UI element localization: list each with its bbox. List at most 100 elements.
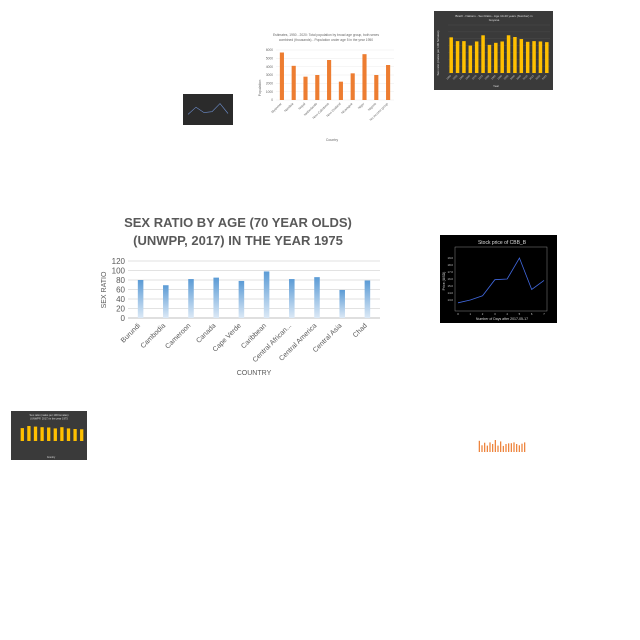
y-tick-label: 4000	[266, 65, 273, 69]
x-tick-label: 2005	[516, 74, 522, 80]
bar	[303, 76, 308, 100]
bar	[462, 41, 466, 73]
x-tick-label: 2	[482, 312, 484, 316]
chart-sex-ratio-guyana: Brazil - Nations - Sex Ratio - Age 10-40…	[434, 11, 553, 90]
bar	[513, 37, 517, 73]
bar	[315, 75, 320, 100]
y-axis-label: Population	[258, 80, 262, 97]
bar	[279, 52, 284, 100]
bar	[513, 442, 515, 452]
x-tick-label: Niger	[357, 101, 366, 110]
y-axis-label: SEX RATIO	[101, 271, 108, 308]
bar	[374, 75, 379, 100]
bar	[486, 445, 488, 452]
x-tick-label: Nigeria	[367, 102, 377, 112]
bar	[508, 443, 510, 452]
x-tick-label: 2010	[522, 74, 528, 80]
bar	[481, 35, 485, 73]
bar	[80, 429, 84, 441]
bar	[455, 41, 460, 73]
x-tick-label: Nicaragua	[340, 102, 353, 115]
bar	[314, 277, 320, 318]
bar	[518, 445, 520, 452]
x-tick-label: 5	[519, 312, 521, 316]
y-tick-label: 14.0	[448, 291, 454, 295]
bar	[502, 445, 504, 452]
y-tick-label: 16.0	[448, 277, 454, 281]
x-tick-label: 1965	[465, 74, 471, 80]
bar	[213, 277, 219, 318]
bar	[506, 35, 511, 73]
chart-sex-ratio-70-svg: SEX RATIO BY AGE (70 YEAR OLDS) (UNWPP, …	[101, 215, 380, 377]
x-tick-label: Namibia	[283, 102, 294, 113]
bar	[545, 42, 549, 73]
x-tick-label: 2000	[510, 74, 516, 80]
bar	[484, 442, 486, 452]
chart-population-under5: Estimates, 1950 - 2020: Total population…	[256, 28, 396, 148]
bar	[521, 443, 523, 452]
x-tick-label: Burundi	[120, 322, 142, 344]
chart-title-line2: combined (thousands) - Population under …	[279, 38, 373, 42]
chart-stock-price-svg: Stock price of CBB_B Price (USD) Number …	[440, 235, 557, 323]
bar	[33, 426, 38, 441]
bar	[492, 444, 494, 452]
bar	[494, 440, 496, 452]
x-tick-label: 7	[543, 312, 545, 316]
y-tick-label: 1000	[266, 90, 273, 94]
y-tick-label: 15.0	[448, 284, 454, 288]
bar	[338, 81, 343, 100]
bar	[66, 428, 71, 441]
bar	[525, 41, 530, 73]
x-tick-label: 1985	[490, 74, 496, 80]
plot-frame	[454, 246, 548, 312]
bar	[188, 279, 194, 318]
bar	[291, 65, 296, 100]
chart-title-line1: SEX RATIO BY AGE (70 YEAR OLDS)	[124, 215, 352, 230]
chart-dark-bars-small: Sex ratio (males per 100 females) (UNWPP…	[11, 411, 87, 460]
y-axis-label: Price (USD)	[442, 272, 446, 291]
y-tick-label: 6000	[266, 48, 273, 52]
chart-title-line1: Sex ratio (males per 100 females)	[30, 413, 69, 417]
bar	[289, 279, 295, 318]
bar	[505, 444, 507, 452]
x-tick-label: 4	[506, 312, 508, 316]
chart-population-under5-svg: Estimates, 1950 - 2020: Total population…	[258, 33, 394, 142]
x-tick-label: 0	[457, 312, 459, 316]
y-tick-label: 5000	[266, 56, 273, 60]
bar	[73, 429, 77, 441]
x-tick-label: Nepal	[297, 102, 306, 111]
bar	[494, 42, 498, 73]
chart-title-line2: (UNWPP, 2017) IN THE YEAR 1975	[133, 233, 343, 248]
chart-title-line1: Brazil - Nations - Sex Ratio - Age 10-40…	[455, 14, 533, 18]
series-line	[457, 257, 545, 304]
y-tick-label: 20	[116, 304, 125, 313]
y-axis-label: Sex ratio (males per 100 females)	[436, 30, 440, 75]
chart-tiny-dark-line-svg	[183, 94, 233, 125]
bar	[532, 41, 536, 73]
x-axis-label: Country	[47, 456, 56, 459]
chart-sex-ratio-guyana-svg: Brazil - Nations - Sex Ratio - Age 10-40…	[434, 11, 553, 90]
bar	[500, 441, 502, 452]
x-tick-label: Canada	[195, 322, 217, 344]
bar	[238, 280, 245, 318]
chart-dark-bars-small-svg: Sex ratio (males per 100 females) (UNWPP…	[11, 411, 87, 460]
x-tick-label: Chad	[352, 322, 369, 339]
bar	[350, 73, 355, 100]
bar	[487, 44, 492, 73]
bar	[516, 444, 518, 452]
bar	[524, 442, 526, 452]
x-axis-label: COUNTRY	[237, 370, 272, 377]
bar	[327, 60, 332, 100]
y-tick-label: 3000	[266, 73, 273, 77]
x-tick-label: Myanmar	[270, 101, 283, 114]
bar	[163, 285, 169, 318]
chart-title-line1: Stock price of CBB_B	[478, 240, 527, 246]
bar	[489, 442, 491, 452]
chart-sex-ratio-70: SEX RATIO BY AGE (70 YEAR OLDS) (UNWPP, …	[98, 205, 388, 385]
bar	[263, 271, 270, 318]
bar	[364, 280, 371, 318]
bar	[137, 280, 144, 318]
bar	[386, 65, 391, 100]
chart-tiny-dark-line	[183, 94, 233, 125]
x-tick-label: 6	[531, 312, 533, 316]
